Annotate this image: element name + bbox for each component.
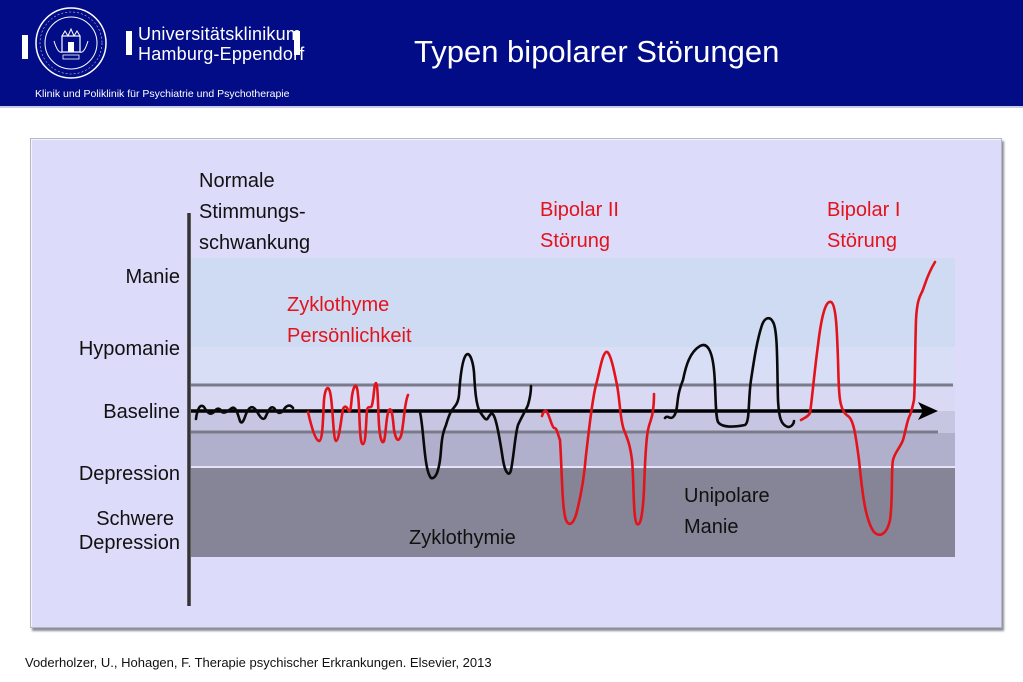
logo-bar-right: [294, 31, 300, 55]
institution-line1: Universitätsklinikum: [138, 24, 302, 44]
band-depression: [191, 433, 955, 467]
band-upper-normal: [191, 385, 955, 411]
annotation-bipolar2-line1: Bipolar II: [540, 199, 619, 221]
annotation-normale-line3: schwankung: [199, 232, 311, 254]
annotation-bipolar-2: Bipolar II Störung: [540, 195, 619, 257]
annotation-bipolar2-line2: Störung: [540, 230, 611, 252]
department-name: Klinik und Poliklinik für Psychiatrie un…: [35, 88, 290, 100]
annotation-bipolar1-line2: Störung: [827, 230, 898, 252]
level-label-depression: Depression: [78, 463, 180, 485]
curve-unipolare-manie: [663, 316, 796, 429]
annotation-normale-line2: Stimmungs-: [199, 201, 306, 223]
annotation-normale-schwankung: Normale Stimmungs- schwankung: [199, 166, 310, 259]
header-divider: [0, 106, 1023, 108]
band-separator: [191, 466, 955, 468]
curve-bipolar-2: [540, 350, 656, 526]
band-hypomanie: [191, 347, 955, 385]
level-label-baseline: Baseline: [103, 401, 180, 423]
curve-zyklothymie: [418, 352, 533, 480]
baseline-arrowhead-icon: [918, 402, 938, 420]
logo-bar-left: [22, 35, 28, 59]
level-label-manie: Manie: [125, 266, 180, 288]
band-schwere-depression: [191, 468, 955, 557]
band-lower-normal: [191, 411, 955, 433]
source-citation: Voderholzer, U., Hohagen, F. Therapie ps…: [25, 655, 492, 670]
annotation-unipolar-line1: Unipolare: [684, 485, 770, 507]
annotation-zyklothymie: Zyklothymie: [409, 527, 516, 549]
logo-bar-mid: [126, 31, 132, 55]
annotation-unipolar-line2: Manie: [684, 516, 739, 538]
curve-bipolar-1: [799, 260, 937, 536]
level-label-schwere-depression: Depression: [78, 532, 180, 554]
curve-zyklothyme-persoenlichkeit: [306, 381, 410, 446]
level-label-schwere: Schwere: [96, 508, 174, 530]
slide-title: Typen bipolarer Störungen: [414, 34, 780, 69]
curve-normale-schwankung: [194, 404, 295, 424]
level-label-hypomanie: Hypomanie: [78, 338, 180, 360]
slide-header: Universitätsklinikum Hamburg-Eppendorf K…: [0, 0, 1023, 106]
annotation-zyklothyme-line2: Persönlichkeit: [287, 325, 412, 347]
annotation-normale-line1: Normale: [199, 170, 275, 192]
institution-name: Universitätsklinikum Hamburg-Eppendorf: [138, 24, 305, 64]
annotation-zyklothyme-line1: Zyklothyme: [287, 294, 390, 316]
annotation-bipolar-1: Bipolar I Störung: [827, 195, 900, 257]
annotation-bipolar1-line1: Bipolar I: [827, 199, 901, 221]
annotation-unipolare-manie: Unipolare Manie: [684, 481, 770, 543]
mood-bands: [191, 258, 955, 557]
annotation-zyklothyme-persoenlichkeit: Zyklothyme Persönlichkeit: [287, 290, 412, 352]
institution-line2: Hamburg-Eppendorf: [138, 44, 305, 64]
university-seal-icon: [35, 7, 107, 79]
